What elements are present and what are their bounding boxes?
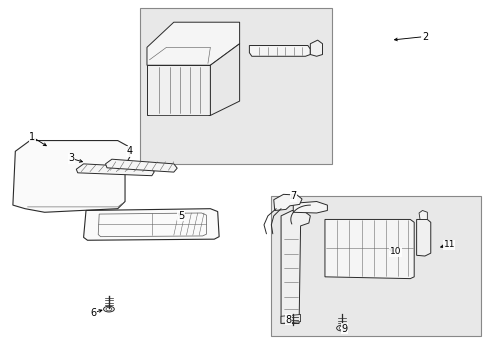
Polygon shape bbox=[76, 164, 154, 176]
Text: 6: 6 bbox=[90, 308, 96, 318]
Polygon shape bbox=[310, 40, 322, 56]
Text: 5: 5 bbox=[178, 211, 184, 221]
Polygon shape bbox=[418, 211, 427, 220]
Polygon shape bbox=[293, 202, 327, 213]
Ellipse shape bbox=[336, 325, 346, 331]
Bar bbox=[271, 196, 480, 336]
Polygon shape bbox=[210, 44, 239, 116]
Text: 11: 11 bbox=[443, 240, 454, 249]
Ellipse shape bbox=[289, 312, 297, 316]
Polygon shape bbox=[147, 22, 239, 65]
Text: 9: 9 bbox=[341, 324, 347, 334]
Polygon shape bbox=[105, 159, 177, 172]
Polygon shape bbox=[147, 65, 210, 116]
Text: 7: 7 bbox=[289, 191, 296, 201]
Polygon shape bbox=[281, 315, 300, 323]
Polygon shape bbox=[249, 45, 310, 56]
Text: 8: 8 bbox=[285, 315, 291, 325]
Polygon shape bbox=[416, 220, 430, 256]
Polygon shape bbox=[325, 220, 413, 279]
Polygon shape bbox=[273, 194, 302, 211]
Text: 1: 1 bbox=[29, 132, 35, 142]
Text: 4: 4 bbox=[126, 146, 133, 156]
Text: 3: 3 bbox=[68, 153, 74, 163]
Text: 2: 2 bbox=[421, 32, 427, 41]
Polygon shape bbox=[281, 211, 310, 323]
Bar bbox=[96, 166, 111, 169]
Bar bbox=[140, 8, 331, 164]
Bar bbox=[110, 167, 120, 170]
Ellipse shape bbox=[103, 306, 114, 312]
Text: 10: 10 bbox=[389, 247, 401, 256]
Polygon shape bbox=[83, 209, 219, 240]
Polygon shape bbox=[13, 140, 130, 212]
